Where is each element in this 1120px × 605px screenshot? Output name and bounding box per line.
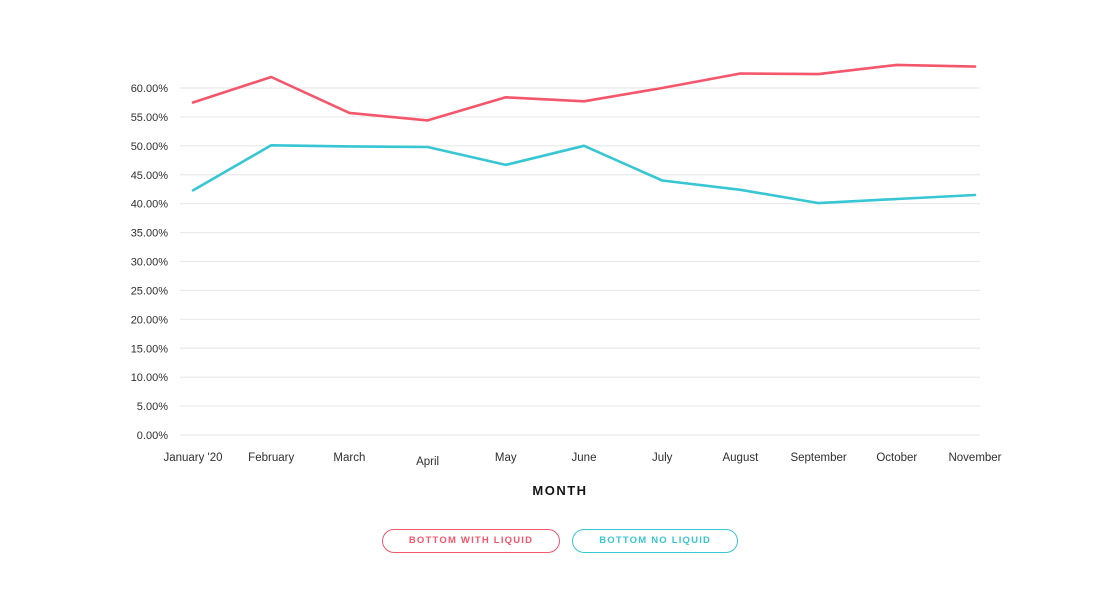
y-tick-label: 30.00% — [131, 257, 169, 269]
x-tick-label: June — [572, 452, 597, 464]
x-tick-label: November — [948, 452, 1001, 464]
series-line-bottom-no-liquid — [191, 144, 977, 205]
x-tick-label: January '20 — [163, 452, 222, 464]
legend-label: BOTTOM NO LIQUID — [599, 535, 712, 546]
x-tick-label: October — [876, 452, 917, 464]
legend-pill-bottom-no-liquid[interactable]: BOTTOM NO LIQUID — [572, 529, 739, 553]
y-tick-label: 15.00% — [131, 343, 169, 355]
y-tick-label: 20.00% — [131, 314, 169, 326]
y-tick-label: 50.00% — [131, 141, 169, 153]
x-tick-label: March — [333, 452, 365, 464]
chart-legend: BOTTOM WITH LIQUID BOTTOM NO LIQUID — [0, 529, 1120, 553]
y-tick-label: 5.00% — [137, 401, 168, 413]
x-tick-label: July — [652, 452, 673, 464]
x-tick-label: August — [722, 452, 759, 464]
x-tick-label: April — [416, 456, 439, 468]
y-tick-label: 55.00% — [131, 112, 169, 124]
y-tick-label: 45.00% — [131, 170, 169, 182]
series-line-bottom-with-liquid — [191, 63, 977, 122]
y-tick-label: 25.00% — [131, 285, 169, 297]
y-tick-label: 10.00% — [131, 372, 169, 384]
legend-pill-bottom-with-liquid[interactable]: BOTTOM WITH LIQUID — [381, 529, 561, 553]
y-tick-label: 40.00% — [131, 199, 169, 211]
x-tick-label: May — [495, 452, 517, 464]
legend-label: BOTTOM WITH LIQUID — [408, 535, 534, 546]
y-tick-label: 60.00% — [131, 83, 169, 95]
x-tick-label: September — [790, 452, 846, 464]
x-axis-title: MONTH — [532, 483, 588, 498]
y-tick-label: 0.00% — [137, 430, 168, 442]
y-tick-label: 35.00% — [131, 228, 169, 240]
x-tick-label: February — [248, 452, 294, 464]
